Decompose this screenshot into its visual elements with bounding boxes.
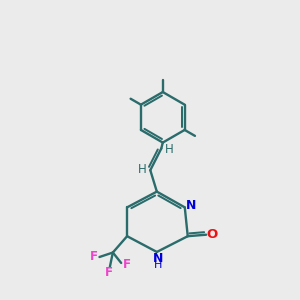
Text: N: N: [185, 200, 196, 212]
Text: O: O: [206, 228, 218, 241]
Text: F: F: [123, 258, 131, 271]
Text: H: H: [165, 142, 174, 156]
Text: H: H: [138, 163, 147, 176]
Text: F: F: [105, 266, 113, 279]
Text: N: N: [153, 252, 164, 265]
Text: H: H: [154, 260, 163, 270]
Text: F: F: [89, 250, 98, 263]
